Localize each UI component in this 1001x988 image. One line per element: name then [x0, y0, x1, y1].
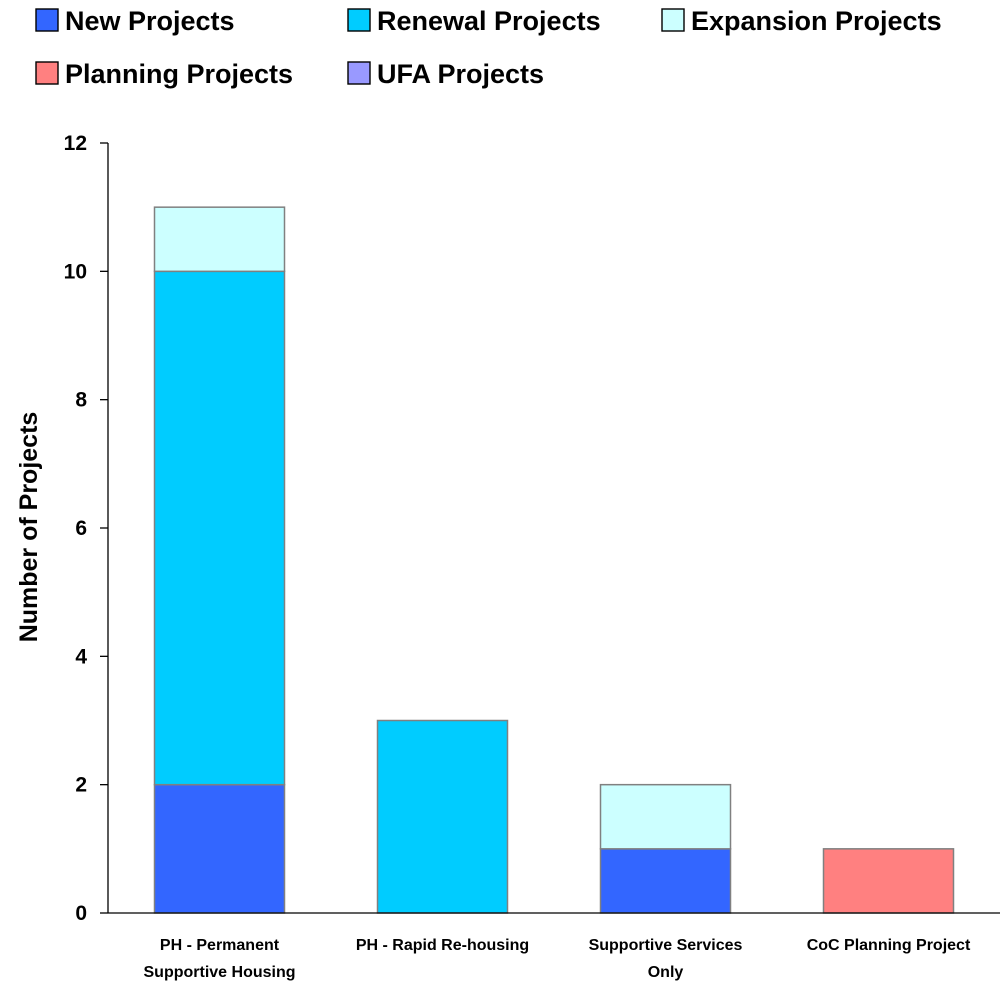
- bar-new-projects-1: [153, 783, 286, 914]
- bar-expansion-projects-3: [599, 783, 732, 850]
- y-tick-label: 10: [64, 260, 87, 283]
- legend-label-expansion-projects: Expansion Projects: [691, 6, 942, 36]
- x-tick-label: Supportive Services: [589, 937, 743, 954]
- bar-renewal-projects-2: [376, 719, 509, 914]
- x-tick-label: PH - Permanent: [160, 937, 280, 954]
- y-axis-title: Number of Projects: [15, 412, 43, 643]
- bar-planning-projects-4: [822, 848, 955, 914]
- y-tick-label: 8: [75, 389, 87, 412]
- bar-new-projects-3: [599, 848, 732, 914]
- x-axis: PH - Permanent Supportive Housing PH - Rap…: [108, 912, 1000, 981]
- legend-label-planning-projects: Planning Projects: [65, 59, 293, 89]
- y-tick-label: 12: [64, 132, 87, 155]
- y-tick-label: 4: [75, 645, 87, 668]
- legend-label-new-projects: New Projects: [65, 6, 235, 36]
- x-tick-label: Only: [648, 964, 684, 981]
- x-tick-label: CoC Planning Project: [807, 937, 971, 954]
- legend-label-ufa-projects: UFA Projects: [377, 59, 544, 89]
- y-axis: 0 2 4 6 8 10 12: [64, 132, 109, 925]
- x-tick-label: PH - Rapid Re-housing: [356, 937, 529, 954]
- y-tick-label: 0: [75, 902, 87, 925]
- y-tick-label: 6: [75, 517, 87, 540]
- legend-swatch-ufa-projects: [347, 61, 371, 85]
- legend-swatch-planning-projects: [35, 61, 59, 85]
- bar-renewal-projects-1: [153, 270, 286, 786]
- bars: [153, 206, 955, 914]
- legend-label-renewal-projects: Renewal Projects: [377, 6, 601, 36]
- legend-swatch-renewal-projects: [347, 8, 371, 32]
- bar-expansion-projects-1: [153, 206, 286, 273]
- x-tick-label: Supportive Housing: [144, 964, 296, 981]
- legend: New Projects Renewal Projects Expansion Pr…: [35, 6, 942, 89]
- legend-swatch-new-projects: [35, 8, 59, 32]
- y-tick-label: 2: [75, 774, 87, 797]
- legend-swatch-expansion-projects: [661, 8, 685, 32]
